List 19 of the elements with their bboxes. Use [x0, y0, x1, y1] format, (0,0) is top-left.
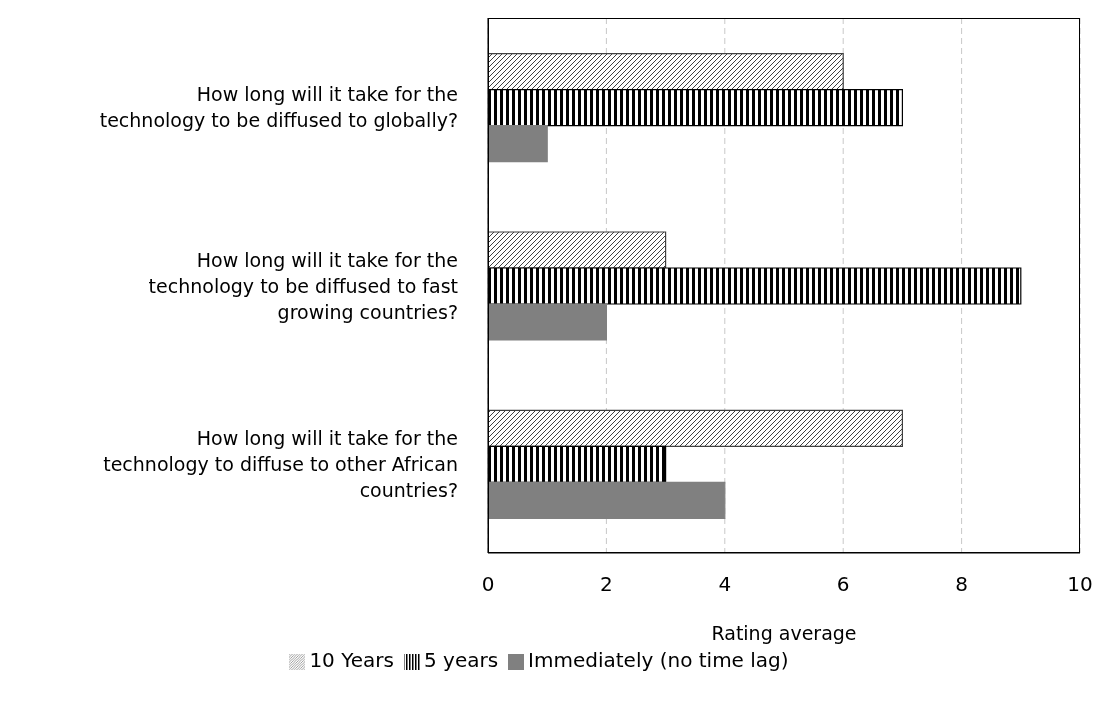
x-axis-title: Rating average [711, 622, 857, 644]
x-tick-label: 8 [955, 572, 968, 597]
y-tick-label: How long will it take for the technology to diffuse to other African countries? [103, 426, 458, 501]
bar [488, 409, 903, 447]
bar [488, 53, 844, 91]
x-tick-label: 4 [718, 572, 732, 597]
x-tick-label: 10 [1067, 572, 1093, 597]
legend-label: 10 Years [309, 648, 394, 672]
y-tick-label: How long will it take for the technology to be diffused to globally? [99, 83, 458, 132]
bar [488, 125, 548, 163]
x-tick-label: 6 [836, 572, 850, 597]
legend-label: Immediately (no time lag) [528, 648, 789, 672]
x-tick-label: 0 [481, 572, 495, 597]
bar [488, 231, 667, 269]
x-tick-label: 2 [600, 572, 613, 597]
legend-label: 5 years [423, 648, 499, 672]
bar [488, 303, 607, 341]
bar [488, 481, 726, 519]
y-tick-label: How long will it take for the technology to be diffused to fast growing countries? [148, 248, 458, 323]
